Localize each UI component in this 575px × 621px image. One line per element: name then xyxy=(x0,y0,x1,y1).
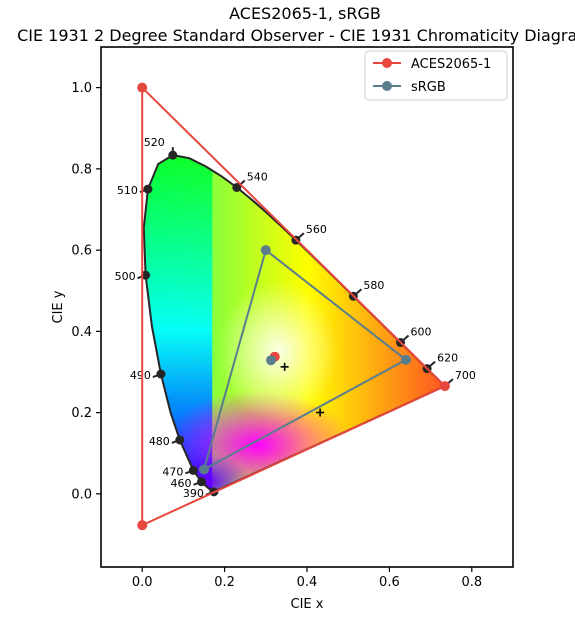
wavelength-label: 620 xyxy=(437,352,458,365)
wavelength-label: 700 xyxy=(455,369,476,382)
primary-marker xyxy=(440,381,450,391)
legend-label: sRGB xyxy=(411,80,446,95)
y-axis-ticks: 0.0 0.2 0.4 0.6 0.8 1.0 xyxy=(71,81,101,502)
wavelength-label: 600 xyxy=(411,326,432,339)
y-tick-label: 0.8 xyxy=(71,162,92,177)
wavelength-label: 470 xyxy=(162,465,183,478)
primary-marker xyxy=(261,245,271,255)
y-tick-label: 0.0 xyxy=(71,487,92,502)
wavelength-marker xyxy=(143,185,152,194)
wavelength-label: 580 xyxy=(363,279,384,292)
wavelength-label: 490 xyxy=(130,369,151,382)
wavelength-label: 540 xyxy=(247,170,268,183)
primary-marker xyxy=(137,83,147,93)
y-tick-label: 0.6 xyxy=(71,244,92,259)
x-axis-ticks: 0.0 0.2 0.4 0.6 0.8 xyxy=(132,567,482,590)
primary-marker xyxy=(199,465,209,475)
wavelength-label: 510 xyxy=(117,184,138,197)
y-tick-label: 0.4 xyxy=(71,325,92,340)
color-fill xyxy=(101,47,513,567)
wavelength-marker xyxy=(197,477,206,486)
wavelength-label: 520 xyxy=(144,136,165,149)
x-tick-label: 0.2 xyxy=(214,575,235,590)
chart-subtitle: CIE 1931 2 Degree Standard Observer - CI… xyxy=(17,26,575,45)
legend-marker xyxy=(382,58,392,68)
x-axis-label: CIE x xyxy=(291,597,324,612)
wavelength-label: 560 xyxy=(306,223,327,236)
primary-marker xyxy=(401,355,411,365)
wavelength-marker xyxy=(156,370,165,379)
x-tick-label: 0.6 xyxy=(379,575,400,590)
wavelength-label: 480 xyxy=(149,435,170,448)
wavelength-marker xyxy=(175,435,184,444)
y-tick-label: 1.0 xyxy=(71,81,92,96)
y-axis-label: CIE y xyxy=(51,290,66,323)
primary-marker xyxy=(137,520,147,530)
x-tick-label: 0.0 xyxy=(132,575,153,590)
x-tick-label: 0.4 xyxy=(297,575,318,590)
wavelength-marker xyxy=(189,466,198,475)
chart-title: ACES2065-1, sRGB xyxy=(229,4,381,23)
wavelength-label: 500 xyxy=(115,270,136,283)
y-tick-label: 0.2 xyxy=(71,406,92,421)
x-tick-label: 0.8 xyxy=(461,575,482,590)
legend-marker xyxy=(382,81,392,91)
legend: ACES2065-1 sRGB xyxy=(365,51,507,100)
wavelength-marker xyxy=(168,151,177,160)
whitepoint-marker xyxy=(266,355,276,365)
wavelength-label: 460 xyxy=(171,477,192,490)
legend-label: ACES2065-1 xyxy=(411,57,491,72)
